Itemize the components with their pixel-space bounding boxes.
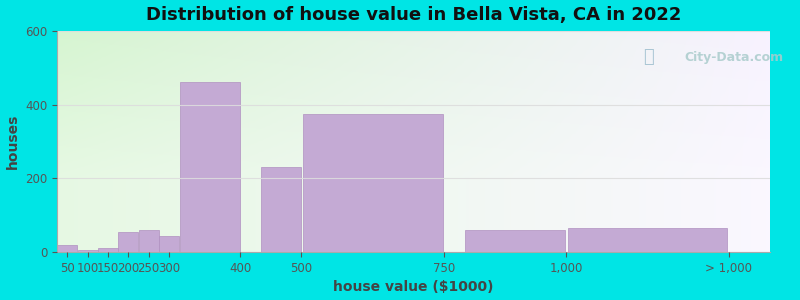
Bar <box>568 228 727 252</box>
Bar <box>466 230 565 252</box>
Bar <box>78 250 98 252</box>
Bar <box>118 232 138 252</box>
Bar <box>138 230 158 252</box>
Text: ⦿: ⦿ <box>643 48 654 66</box>
Bar <box>58 245 78 252</box>
Bar <box>180 82 240 252</box>
Title: Distribution of house value in Bella Vista, CA in 2022: Distribution of house value in Bella Vis… <box>146 6 681 24</box>
Bar <box>98 248 118 252</box>
Text: City-Data.com: City-Data.com <box>684 51 783 64</box>
Bar <box>159 236 179 252</box>
Y-axis label: houses: houses <box>6 114 19 169</box>
Bar <box>303 114 442 252</box>
Bar <box>261 167 301 252</box>
X-axis label: house value ($1000): house value ($1000) <box>333 280 494 294</box>
